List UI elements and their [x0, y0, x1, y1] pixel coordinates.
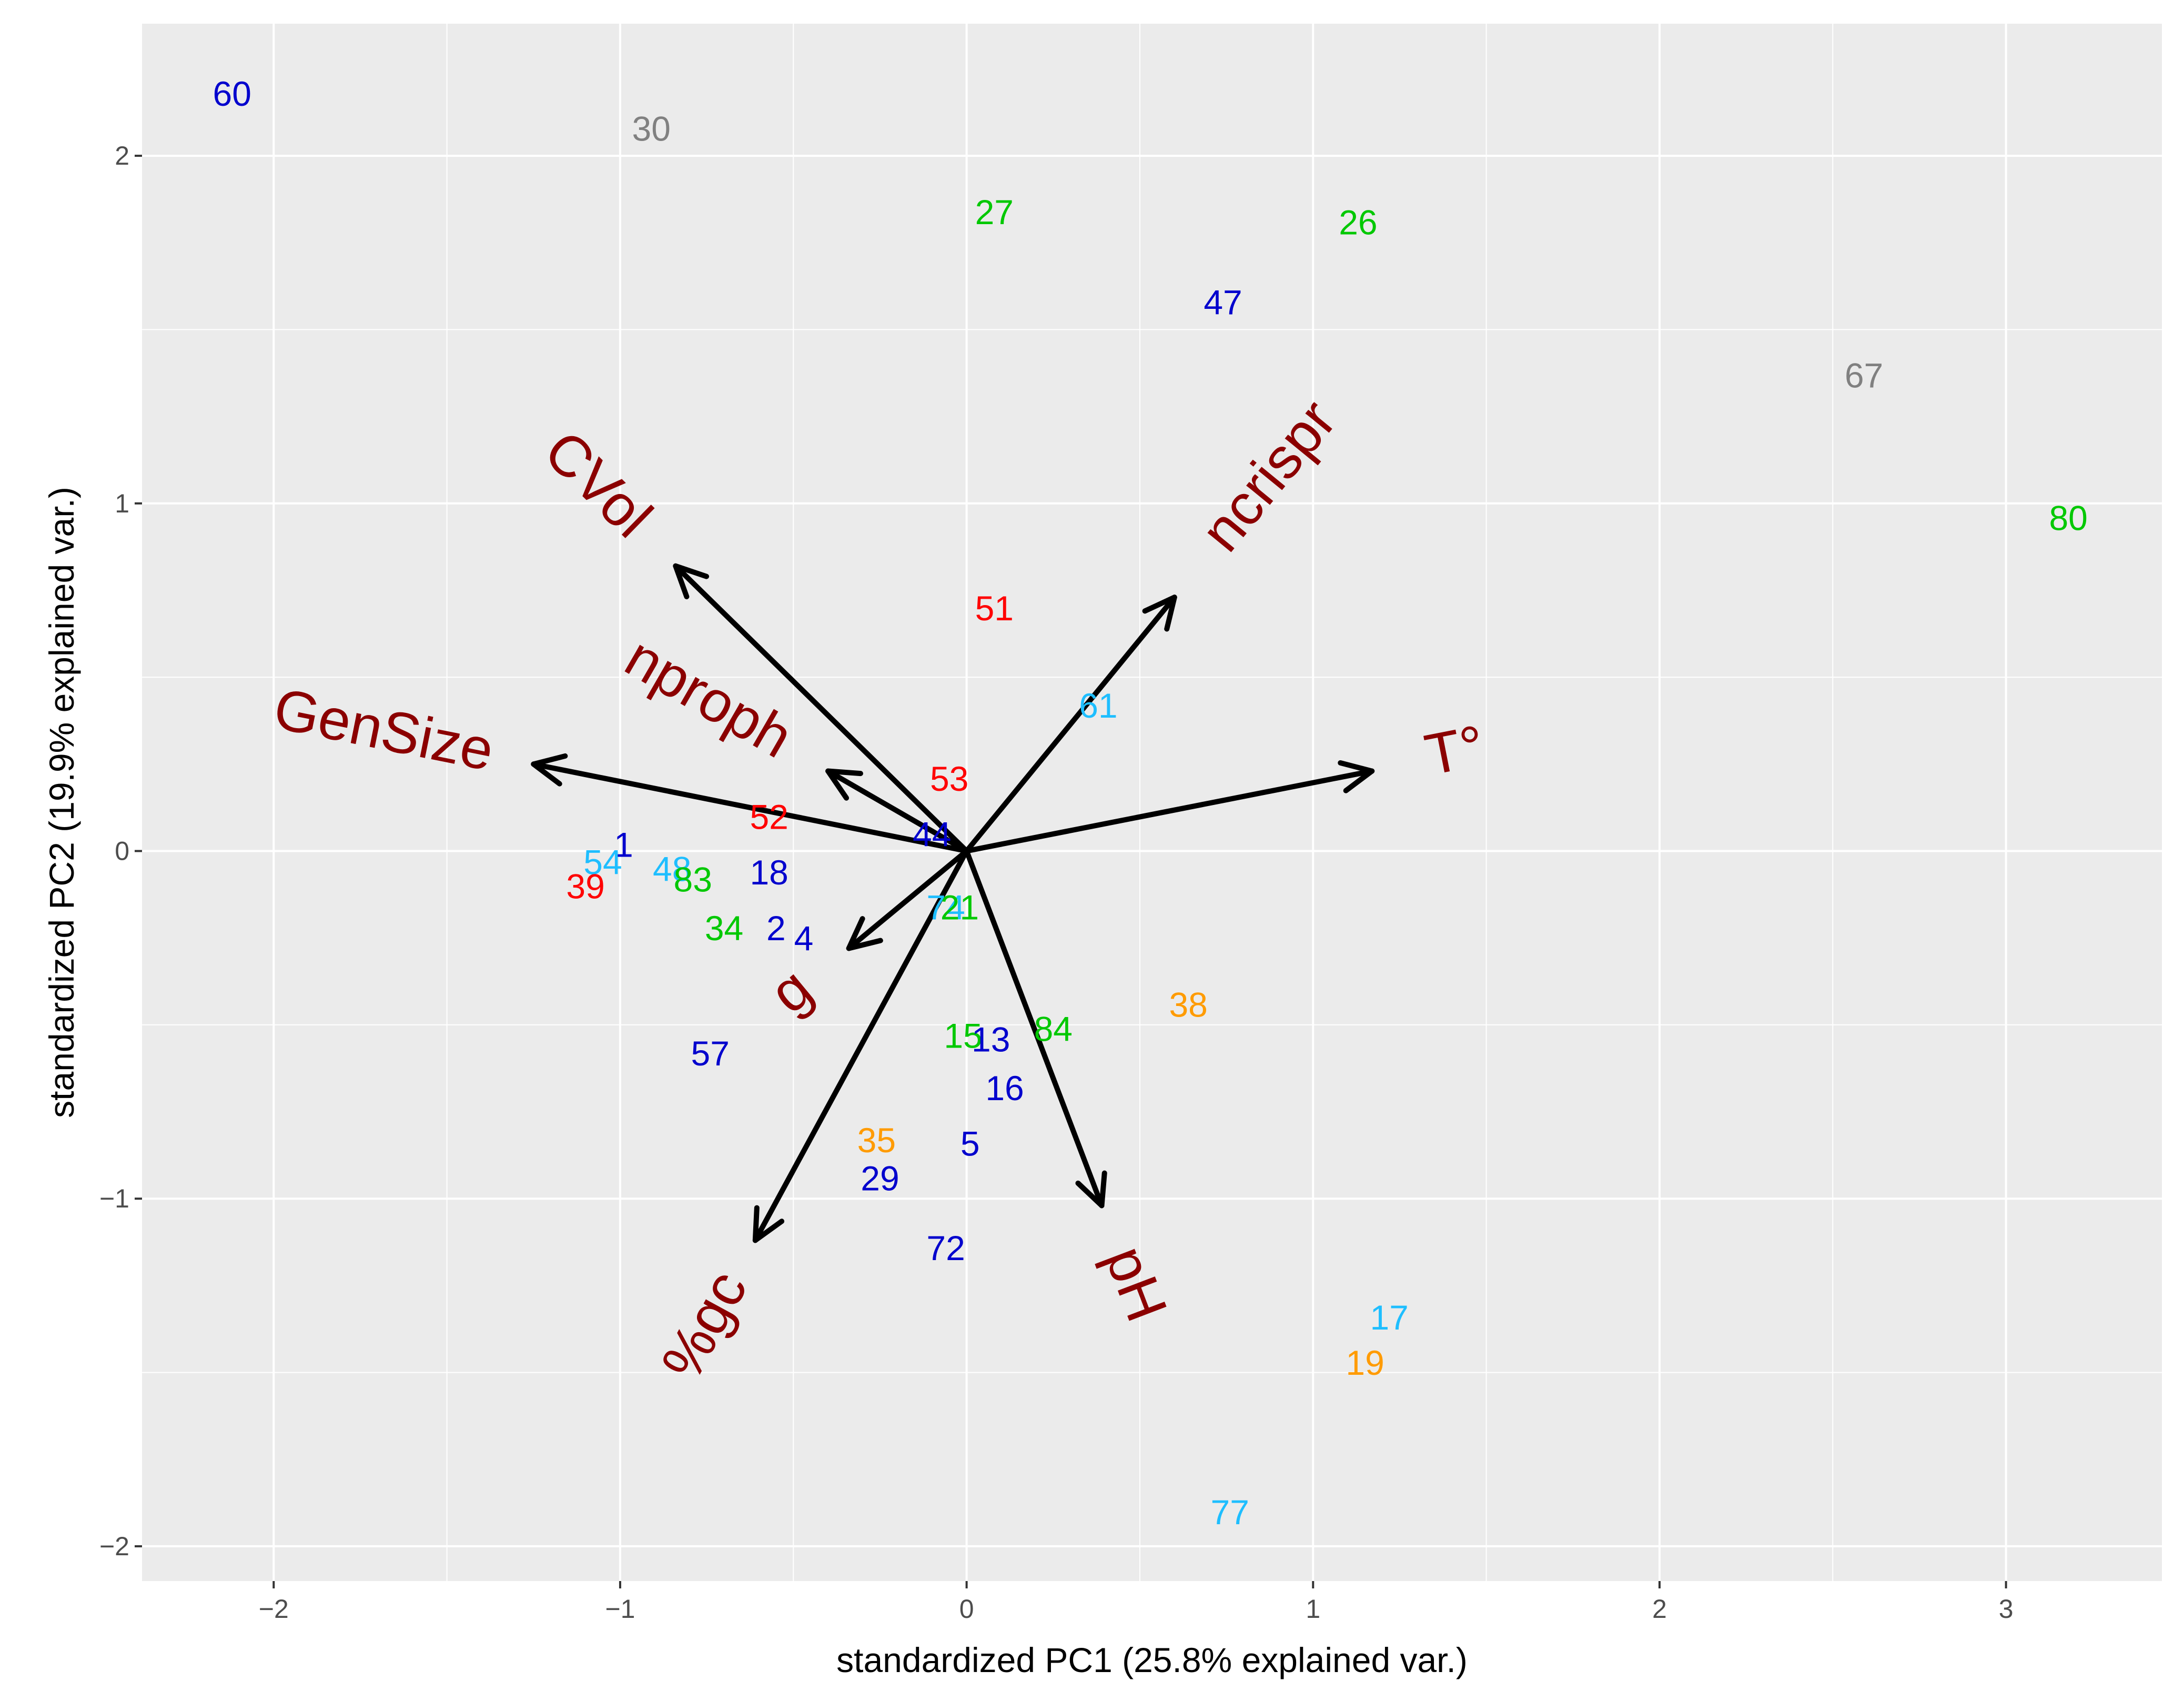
point-label: 61	[1079, 686, 1117, 725]
loading-arrows	[531, 563, 1375, 1243]
point-label: 19	[1346, 1343, 1384, 1382]
loading-arrowhead-CVol	[673, 563, 710, 600]
loading-arrow-GenSize	[531, 761, 969, 854]
loading-arrow-g	[846, 848, 969, 951]
y-tick-label: −1	[99, 1184, 129, 1213]
point-label: 29	[861, 1159, 899, 1198]
point-label: 16	[985, 1069, 1024, 1108]
point-label: 84	[1034, 1010, 1073, 1049]
point-label: 74	[926, 888, 965, 927]
point-label: 83	[674, 860, 712, 899]
point-label: 26	[1339, 203, 1377, 242]
loading-arrowhead-T°	[1338, 760, 1375, 793]
grid-major	[142, 24, 2162, 1581]
loading-arrow-%gc	[752, 848, 969, 1243]
point-label: 57	[691, 1034, 729, 1073]
loading-arrowhead-ncrispr	[1142, 595, 1177, 632]
point-label: 35	[857, 1121, 896, 1160]
x-axis: −2 −1 0 1 2 3	[259, 1581, 2014, 1624]
point-label: 54	[583, 842, 622, 881]
x-tick-label: 0	[959, 1594, 974, 1624]
point-label: 5	[960, 1124, 980, 1163]
point-label: 48	[653, 850, 691, 889]
point-label: 34	[705, 909, 743, 948]
point-label: 27	[975, 193, 1014, 232]
point-label: 51	[975, 589, 1014, 628]
loading-arrow-ncrispr	[964, 595, 1177, 854]
point-label: 17	[1370, 1298, 1408, 1337]
point-label: 39	[566, 867, 604, 906]
x-tick-label: 3	[1999, 1594, 2014, 1624]
point-label: 15	[944, 1016, 982, 1055]
x-tick-label: 1	[1306, 1594, 1320, 1624]
loading-arrowhead-nproph	[825, 768, 863, 801]
point-label: 80	[2049, 498, 2087, 537]
loading-arrowhead-%gc	[752, 1205, 785, 1243]
x-tick-label: 2	[1652, 1594, 1667, 1624]
point-label: 4	[794, 919, 814, 958]
loading-label-T°: T°	[1420, 713, 1490, 788]
point-label: 2	[766, 909, 786, 948]
y-tick-label: 0	[115, 837, 129, 866]
plot-panel	[142, 24, 2162, 1581]
loading-arrow-CVol	[673, 563, 969, 854]
y-axis-title: standardized PC2 (19.9% explained var.)	[42, 487, 81, 1118]
grid-minor	[142, 24, 2162, 1581]
point-label: 47	[1204, 283, 1242, 322]
point-label: 67	[1845, 356, 1883, 395]
point-label: 72	[926, 1229, 965, 1267]
loading-arrow-nproph	[825, 768, 969, 854]
y-axis: −2 −1 0 1 2	[99, 141, 142, 1561]
loading-arrowhead-pH	[1075, 1170, 1107, 1209]
y-tick-label: 1	[115, 489, 129, 518]
point-label: 60	[213, 74, 251, 113]
loading-arrowhead-GenSize	[531, 753, 568, 787]
x-axis-title: standardized PC1 (25.8% explained var.)	[836, 1640, 1468, 1679]
y-tick-label: 2	[115, 141, 129, 170]
loading-arrow-pH	[964, 848, 1105, 1209]
point-label: 13	[972, 1020, 1010, 1059]
loading-arrow-T°	[964, 768, 1375, 854]
point-label: 77	[1210, 1493, 1249, 1532]
point-label: 53	[930, 759, 968, 798]
point-label: 18	[750, 853, 788, 892]
loading-arrowhead-g	[846, 916, 883, 951]
point-label: 44	[913, 815, 951, 854]
y-tick-label: −2	[99, 1532, 129, 1561]
point-label: 30	[632, 109, 671, 148]
point-label: 1	[614, 825, 633, 864]
x-tick-label: −1	[605, 1594, 635, 1624]
point-label: 38	[1169, 985, 1207, 1024]
x-tick-label: −2	[259, 1594, 289, 1624]
point-label: 52	[750, 797, 788, 836]
point-label: 21	[941, 888, 979, 927]
